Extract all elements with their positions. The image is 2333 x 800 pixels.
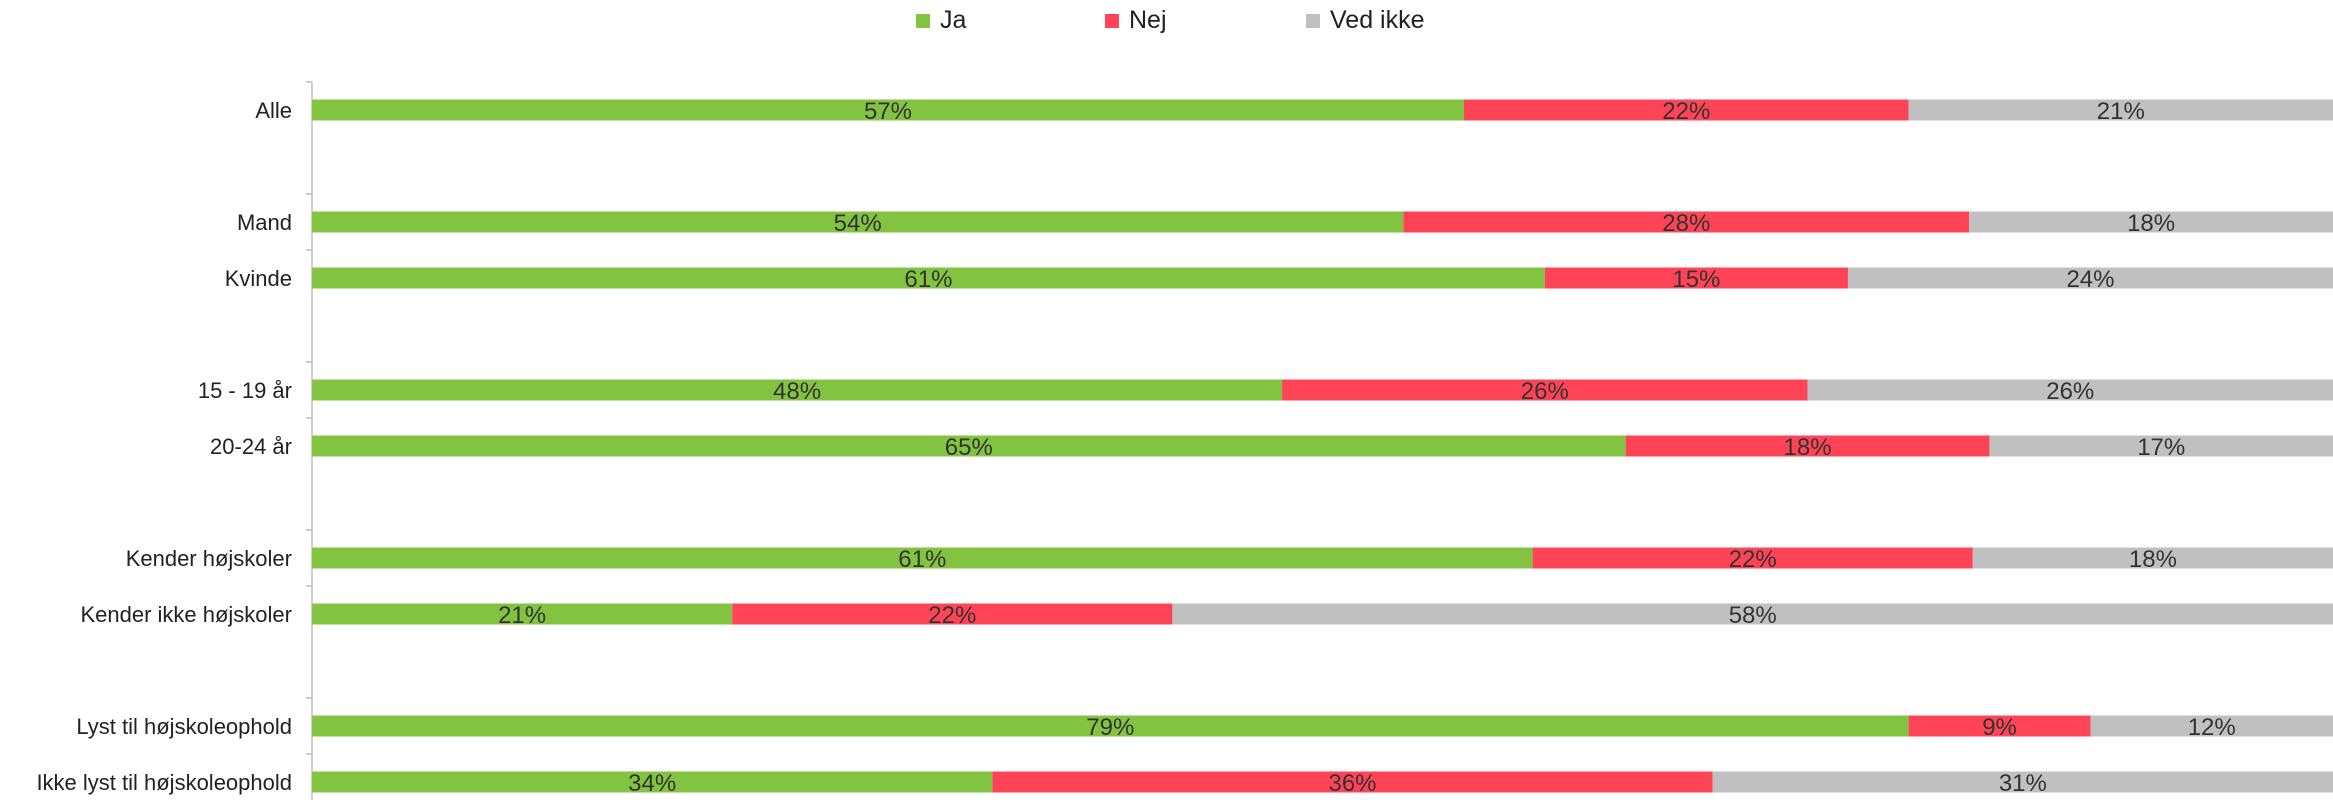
bar-1-1 [1403,211,1970,233]
data-label-3-1: 26% [1521,378,1569,405]
category-label-0: Alle [255,98,292,123]
data-label-0-2: 21% [2097,98,2145,125]
data-label-0-1: 22% [1662,98,1710,125]
data-label-8-0: 34% [628,770,676,797]
category-label-5: Kender højskoler [126,546,292,571]
data-label-5-2: 18% [2129,546,2177,573]
legend-swatch-0 [916,13,930,28]
data-label-7-1: 9% [1982,714,2017,741]
data-label-1-2: 18% [2127,210,2175,237]
bar-7-1 [1908,715,2091,737]
legend-item-0: Ja [916,6,966,35]
data-label-3-2: 26% [2046,378,2094,405]
data-label-0-0: 57% [864,98,912,125]
category-label-6: Kender ikke højskoler [80,602,292,627]
bar-5-2 [1972,547,2333,569]
data-label-2-2: 24% [2066,266,2114,293]
data-label-2-0: 61% [904,266,952,293]
bar-8-0 [312,771,993,793]
category-label-2: Kvinde [225,266,292,291]
bar-5-0 [312,547,1533,569]
category-label-8: Ikke lyst til højskoleophold [36,770,292,795]
bar-0-2 [1908,99,2333,121]
bar-8-2 [1712,771,2333,793]
bar-6-2 [1172,603,2333,625]
chart-legend: Ja Nej Ved ikke [0,6,2333,42]
bar-3-0 [312,379,1283,401]
bar-4-1 [1625,435,1990,457]
data-label-7-2: 12% [2188,714,2236,741]
legend-swatch-1 [1105,13,1119,28]
bar-8-1 [992,771,1713,793]
category-label-3: 15 - 19 år [198,378,292,403]
bar-2-1 [1544,267,1848,289]
bar-5-1 [1532,547,1973,569]
bar-7-2 [2090,715,2333,737]
data-label-6-2: 58% [1729,602,1777,629]
legend-item-1: Nej [1105,6,1167,35]
data-label-6-0: 21% [498,602,546,629]
bar-7-0 [312,715,1909,737]
data-label-8-2: 31% [1999,770,2047,797]
legend-label-1: Nej [1129,6,1167,34]
bar-1-2 [1969,211,2333,233]
data-label-6-1: 22% [928,602,976,629]
data-label-4-2: 17% [2137,434,2185,461]
data-label-5-1: 22% [1729,546,1777,573]
bar-0-0 [312,99,1464,121]
data-label-7-0: 79% [1086,714,1134,741]
bar-3-2 [1807,379,2333,401]
data-label-1-0: 54% [834,210,882,237]
bar-3-1 [1282,379,1808,401]
data-label-4-0: 65% [945,434,993,461]
legend-item-2: Ved ikke [1306,6,1425,35]
bar-2-0 [312,267,1545,289]
legend-label-2: Ved ikke [1330,6,1425,34]
data-label-2-1: 15% [1672,266,1720,293]
data-label-4-1: 18% [1784,434,1832,461]
legend-swatch-2 [1306,13,1320,28]
category-label-7: Lyst til højskoleophold [76,714,292,739]
bar-6-1 [732,603,1173,625]
bar-2-2 [1847,267,2333,289]
data-label-3-0: 48% [773,378,821,405]
bar-4-2 [1989,435,2333,457]
legend-label-0: Ja [940,6,967,34]
category-label-1: Mand [237,210,292,235]
data-label-1-1: 28% [1662,210,1710,237]
bar-6-0 [312,603,733,625]
bar-1-0 [312,211,1404,233]
data-label-8-1: 36% [1328,770,1376,797]
bar-0-1 [1463,99,1909,121]
data-label-5-0: 61% [898,546,946,573]
category-label-4: 20-24 år [210,434,292,459]
bar-4-0 [312,435,1626,457]
